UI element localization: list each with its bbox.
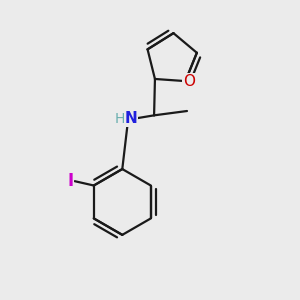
Text: N: N [124,111,137,126]
Text: O: O [183,74,195,89]
Text: H: H [114,112,124,126]
Text: I: I [67,172,74,190]
